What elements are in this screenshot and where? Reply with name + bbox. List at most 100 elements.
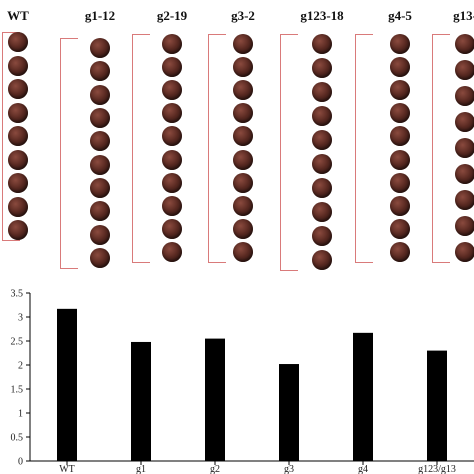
y-tick-label: 3: [18, 313, 23, 324]
bar-chart-svg: 0 0.5 1 1.5 2 2.5 3 3.5 WT g1 g2 g3 g4 g123/g13: [11, 289, 474, 474]
seed: [390, 218, 410, 239]
seed: [162, 195, 182, 216]
genotype-label: g2-19: [156, 8, 188, 23]
scale-bar-tick: [132, 262, 150, 263]
seed: [455, 164, 474, 184]
scale-bar-tick: [208, 262, 226, 263]
seed: [90, 178, 110, 198]
bar-g4: [353, 332, 373, 461]
seed: [390, 172, 410, 193]
seed: [233, 126, 253, 147]
y-tick-label: 0.5: [11, 433, 24, 444]
seed: [455, 86, 474, 106]
seed: [8, 220, 28, 240]
x-tick-label: WT: [59, 464, 75, 474]
seed: [390, 103, 410, 124]
scale-bar-tick: [432, 34, 450, 35]
bar-g123-g13: [427, 350, 447, 461]
scale-bar-tick: [355, 262, 373, 263]
x-tick-label: g2: [210, 464, 220, 474]
seed: [8, 79, 28, 99]
seed: [312, 34, 332, 54]
scale-bar-line: [355, 34, 356, 262]
seed: [90, 224, 110, 245]
scale-bar-tick: [432, 262, 450, 263]
seed: [390, 149, 410, 170]
genotype-label: g3-2: [231, 8, 255, 23]
seed: [390, 195, 410, 216]
seed: [90, 84, 110, 105]
y-tick-label: 2: [18, 361, 23, 372]
seed: [162, 242, 182, 262]
scale-bar-tick: [280, 270, 298, 271]
scale-bar-tick: [2, 32, 20, 33]
scale-bar-tick: [280, 34, 298, 35]
seed: [312, 202, 332, 222]
scale-bar-line: [208, 34, 209, 262]
seed: [312, 226, 332, 246]
seed: [233, 218, 253, 239]
seed: [312, 106, 332, 126]
y-tick-label: 1.5: [11, 385, 24, 396]
seed: [233, 34, 253, 54]
genotype-label: g123-18: [300, 8, 344, 23]
bar-wt: [57, 308, 77, 461]
seed: [390, 80, 410, 101]
y-tick-label: 1: [18, 409, 23, 420]
seed: [233, 57, 253, 78]
seed: [455, 60, 474, 80]
seed: [8, 32, 28, 52]
seed: [162, 80, 182, 101]
scale-bar-line: [432, 34, 433, 262]
seed: [312, 130, 332, 150]
seed: [233, 149, 253, 170]
seed-bar-chart: 0 0.5 1 1.5 2 2.5 3 3.5 WT g1 g2 g3 g4 g123/g13: [0, 278, 474, 474]
y-tick-label: 0: [18, 457, 23, 468]
seed: [162, 218, 182, 239]
seed: [390, 34, 410, 54]
bar-g1: [131, 341, 151, 461]
scale-bar-line: [280, 34, 281, 270]
scale-bar-tick: [2, 240, 20, 241]
bar-g3: [279, 364, 299, 461]
seed: [8, 126, 28, 146]
genotype-label: g4-5: [388, 8, 412, 23]
seed: [8, 196, 28, 217]
x-tick-label: g1: [136, 464, 146, 474]
bar-g2: [205, 338, 225, 461]
scale-bar-tick: [132, 34, 150, 35]
seed: [8, 102, 28, 123]
seed: [312, 58, 332, 78]
scale-bar-tick: [355, 34, 373, 35]
scale-bar-tick: [60, 38, 78, 39]
seed: [233, 172, 253, 193]
seed: [90, 201, 110, 222]
scale-bar-line: [2, 32, 3, 240]
seed: [312, 250, 332, 270]
genotype-label: WT: [7, 8, 29, 23]
seed: [390, 126, 410, 147]
seed: [233, 80, 253, 101]
scale-bar-tick: [208, 34, 226, 35]
x-tick-label: g123/g13: [418, 464, 456, 474]
seed: [90, 61, 110, 82]
seed: [90, 131, 110, 152]
y-tick-label: 3.5: [11, 289, 24, 300]
seed: [455, 34, 474, 54]
seed: [312, 154, 332, 174]
seed: [162, 126, 182, 147]
genotype-label: g1-12: [84, 8, 116, 23]
genotype-label: g13-: [453, 8, 474, 23]
x-tick-label: g4: [358, 464, 368, 474]
seed: [390, 57, 410, 78]
seed: [90, 248, 110, 268]
x-tick-label: g3: [284, 464, 294, 474]
seed: [90, 38, 110, 58]
seed: [312, 178, 332, 198]
seed: [390, 242, 410, 262]
seed: [233, 242, 253, 262]
seed: [162, 57, 182, 78]
seed: [162, 149, 182, 170]
seed: [455, 242, 474, 262]
seed: [90, 154, 110, 175]
